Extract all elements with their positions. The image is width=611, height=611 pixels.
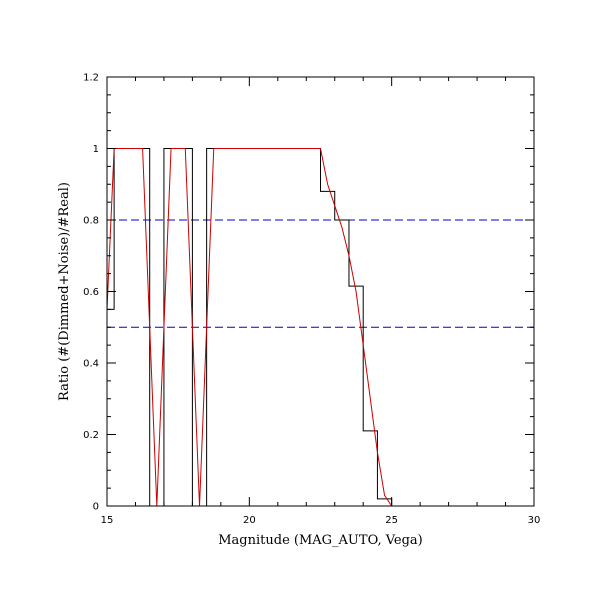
y-tick-label: 0 [93, 502, 99, 513]
tick-marks [106, 76, 535, 507]
y-tick-label: 0.8 [83, 216, 99, 227]
tick-labels: 15 20 25 30 0 0.2 0.4 0.6 0.8 1 1.2 [83, 73, 540, 527]
y-tick-label: 1.2 [83, 73, 99, 84]
smoothed-series [106, 148, 534, 507]
reference-lines [107, 219, 534, 328]
x-tick-label: 15 [101, 515, 114, 526]
y-tick-label: 1 [93, 144, 99, 155]
plot-frame [106, 76, 535, 507]
x-tick-label: 25 [385, 515, 398, 526]
y-tick-label: 0.4 [83, 359, 99, 370]
y-tick-label: 0.2 [83, 430, 99, 441]
x-tick-label: 20 [243, 515, 256, 526]
x-tick-label: 30 [528, 515, 541, 526]
x-axis-label: Magnitude (MAG_AUTO, Vega) [218, 533, 423, 548]
y-tick-label: 0.6 [83, 287, 99, 298]
y-axis-label: Ratio (#(Dimmed+Noise)/#Real) [57, 182, 72, 401]
